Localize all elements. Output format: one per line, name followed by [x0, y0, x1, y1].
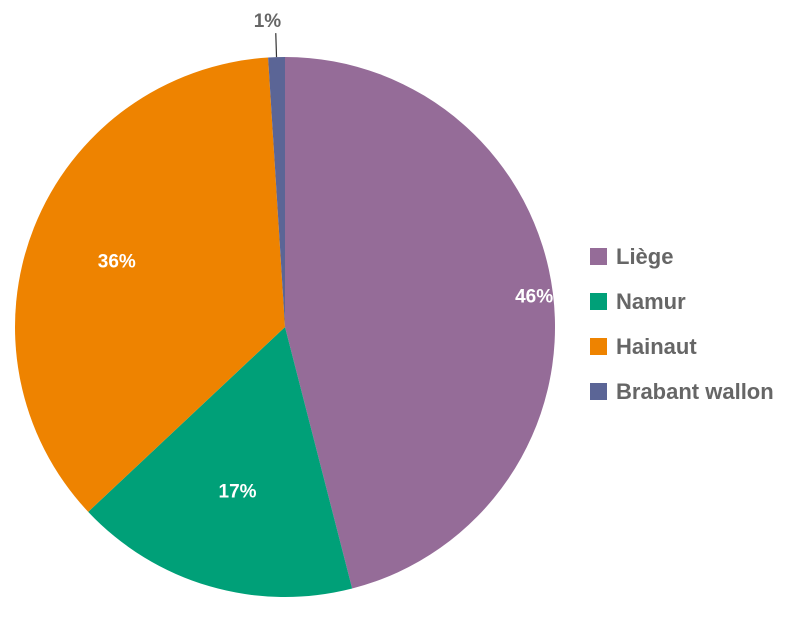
- legend-swatch-brabant-wallon: [590, 383, 607, 400]
- legend-label-namur: Namur: [616, 289, 686, 314]
- legend: Liège Namur Hainaut Brabant wallon: [590, 244, 774, 404]
- pie-slice-liege: [285, 57, 556, 589]
- pie-slices: [14, 57, 556, 598]
- legend-item-brabant-wallon: Brabant wallon: [590, 379, 774, 404]
- data-label-namur: 17%: [219, 481, 257, 502]
- legend-item-namur: Namur: [590, 289, 686, 314]
- legend-label-brabant-wallon: Brabant wallon: [616, 379, 774, 404]
- data-label-hainaut: 36%: [98, 251, 136, 272]
- pie-labels: 46% 17% 36% 1%: [98, 11, 553, 502]
- legend-item-hainaut: Hainaut: [590, 334, 697, 359]
- legend-label-liege: Liège: [616, 244, 673, 269]
- pie-slice-namur: [88, 327, 353, 598]
- data-label-liege: 46%: [515, 287, 553, 308]
- legend-swatch-namur: [590, 293, 607, 310]
- legend-item-liege: Liège: [590, 244, 673, 269]
- data-label-brabant-wallon: 1%: [254, 11, 282, 32]
- legend-swatch-liege: [590, 248, 607, 265]
- pie-slice-hainaut: [14, 57, 286, 512]
- leader-line-brabant-wallon: [275, 33, 278, 58]
- legend-label-hainaut: Hainaut: [616, 334, 697, 359]
- pie-slice-brabant-wallon: [268, 57, 285, 327]
- legend-swatch-hainaut: [590, 338, 607, 355]
